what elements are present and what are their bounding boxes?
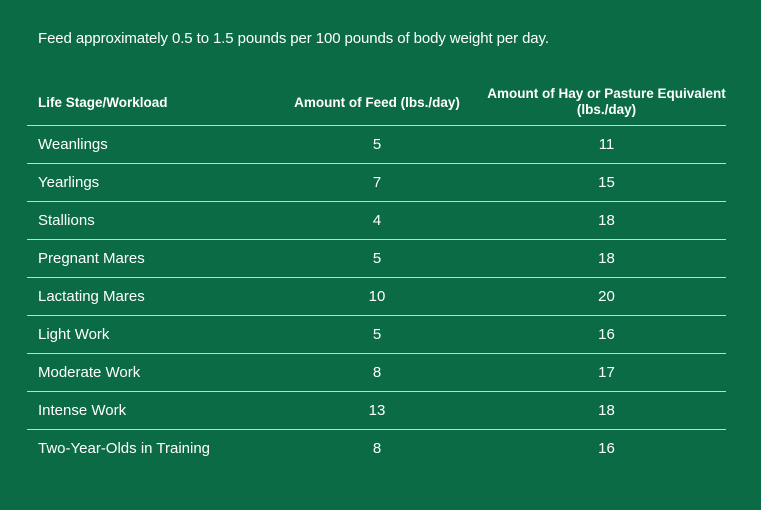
cell-hay: 16: [598, 325, 615, 343]
cell-life-stage: Pregnant Mares: [38, 250, 145, 267]
table-row: Stallions 4 18: [27, 202, 726, 240]
table-row: Pregnant Mares 5 18: [27, 240, 726, 278]
cell-feed: 8: [372, 440, 382, 457]
cell-feed: 5: [372, 326, 382, 343]
cell-feed: 7: [372, 174, 382, 191]
cell-hay: 18: [598, 211, 615, 229]
header-life-stage: Life Stage/Workload: [38, 95, 168, 110]
table-row: Weanlings 5 11: [27, 126, 726, 164]
table-header: Life Stage/Workload Amount of Feed (lbs.…: [27, 78, 726, 126]
feed-table: Life Stage/Workload Amount of Feed (lbs.…: [27, 78, 726, 467]
cell-life-stage: Light Work: [38, 326, 110, 343]
cell-life-stage: Yearlings: [38, 174, 100, 191]
header-amount-feed: Amount of Feed (lbs./day): [294, 95, 460, 110]
table-row: Intense Work 13 18: [27, 392, 726, 430]
table-row: Yearlings 7 15: [27, 164, 726, 202]
intro-text: Feed approximately 0.5 to 1.5 pounds per…: [38, 30, 549, 47]
header-amount-hay: Amount of Hay or Pasture Equivalent (lbs…: [487, 85, 726, 117]
cell-feed: 4: [372, 212, 382, 229]
cell-life-stage: Lactating Mares: [38, 288, 145, 305]
cell-hay: 11: [598, 135, 615, 153]
cell-hay: 17: [598, 363, 615, 381]
table-row: Lactating Mares 10 20: [27, 278, 726, 316]
cell-hay: 18: [598, 249, 615, 267]
table-row: Light Work 5 16: [27, 316, 726, 354]
cell-hay: 16: [598, 439, 615, 457]
table-row: Two-Year-Olds in Training 8 16: [27, 430, 726, 467]
cell-life-stage: Stallions: [38, 212, 95, 229]
table-row: Moderate Work 8 17: [27, 354, 726, 392]
cell-life-stage: Two-Year-Olds in Training: [38, 440, 211, 457]
cell-feed: 13: [368, 402, 386, 419]
cell-feed: 5: [372, 136, 382, 153]
cell-hay: 20: [598, 287, 615, 305]
cell-life-stage: Weanlings: [38, 136, 108, 153]
cell-hay: 15: [598, 173, 615, 191]
cell-feed: 10: [368, 288, 386, 305]
cell-hay: 18: [598, 401, 615, 419]
cell-life-stage: Moderate Work: [38, 364, 141, 381]
cell-life-stage: Intense Work: [38, 402, 127, 419]
cell-feed: 5: [372, 250, 382, 267]
cell-feed: 8: [372, 364, 382, 381]
